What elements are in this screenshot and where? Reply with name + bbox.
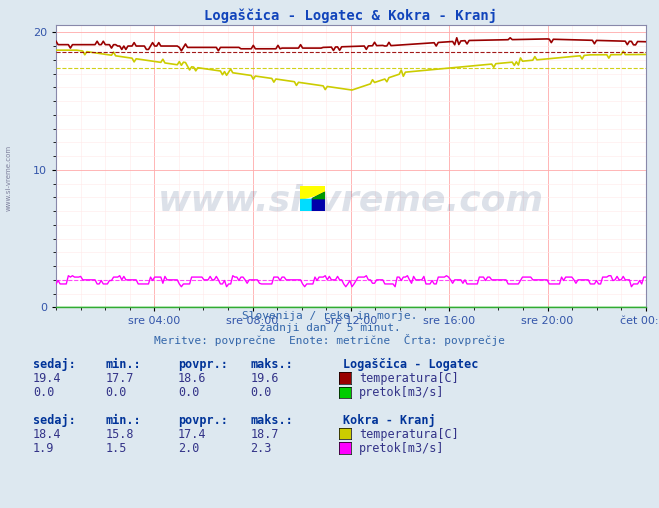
Text: maks.:: maks.: (250, 358, 293, 371)
Title: Logaščica - Logatec & Kokra - Kranj: Logaščica - Logatec & Kokra - Kranj (204, 8, 498, 23)
Text: 0.0: 0.0 (178, 386, 199, 399)
Text: 2.3: 2.3 (250, 442, 272, 455)
Polygon shape (312, 193, 325, 199)
Text: sedaj:: sedaj: (33, 414, 76, 427)
Text: 17.4: 17.4 (178, 428, 206, 441)
Polygon shape (300, 199, 312, 211)
Text: sedaj:: sedaj: (33, 358, 76, 371)
Polygon shape (300, 186, 325, 199)
Text: 15.8: 15.8 (105, 428, 134, 441)
Text: Logaščica - Logatec: Logaščica - Logatec (343, 358, 478, 371)
Text: 18.4: 18.4 (33, 428, 61, 441)
Text: zadnji dan / 5 minut.: zadnji dan / 5 minut. (258, 323, 401, 333)
Text: Kokra - Kranj: Kokra - Kranj (343, 414, 436, 427)
Polygon shape (312, 193, 325, 211)
Text: www.si-vreme.com: www.si-vreme.com (158, 183, 544, 217)
Text: min.:: min.: (105, 358, 141, 371)
Text: 1.5: 1.5 (105, 442, 127, 455)
Text: 2.0: 2.0 (178, 442, 199, 455)
Text: povpr.:: povpr.: (178, 414, 228, 427)
Text: temperatura[C]: temperatura[C] (359, 428, 459, 441)
Text: 18.7: 18.7 (250, 428, 279, 441)
Text: 0.0: 0.0 (33, 386, 54, 399)
Text: 19.4: 19.4 (33, 372, 61, 385)
Text: 1.9: 1.9 (33, 442, 54, 455)
Text: 0.0: 0.0 (105, 386, 127, 399)
Text: Slovenija / reke in morje.: Slovenija / reke in morje. (242, 311, 417, 321)
Text: pretok[m3/s]: pretok[m3/s] (359, 442, 445, 455)
Text: Meritve: povprečne  Enote: metrične  Črta: povprečje: Meritve: povprečne Enote: metrične Črta:… (154, 334, 505, 346)
Text: temperatura[C]: temperatura[C] (359, 372, 459, 385)
Text: 19.6: 19.6 (250, 372, 279, 385)
Text: povpr.:: povpr.: (178, 358, 228, 371)
Text: min.:: min.: (105, 414, 141, 427)
Text: 18.6: 18.6 (178, 372, 206, 385)
Text: 0.0: 0.0 (250, 386, 272, 399)
Text: pretok[m3/s]: pretok[m3/s] (359, 386, 445, 399)
Text: www.si-vreme.com: www.si-vreme.com (5, 145, 12, 211)
Text: maks.:: maks.: (250, 414, 293, 427)
Text: 17.7: 17.7 (105, 372, 134, 385)
